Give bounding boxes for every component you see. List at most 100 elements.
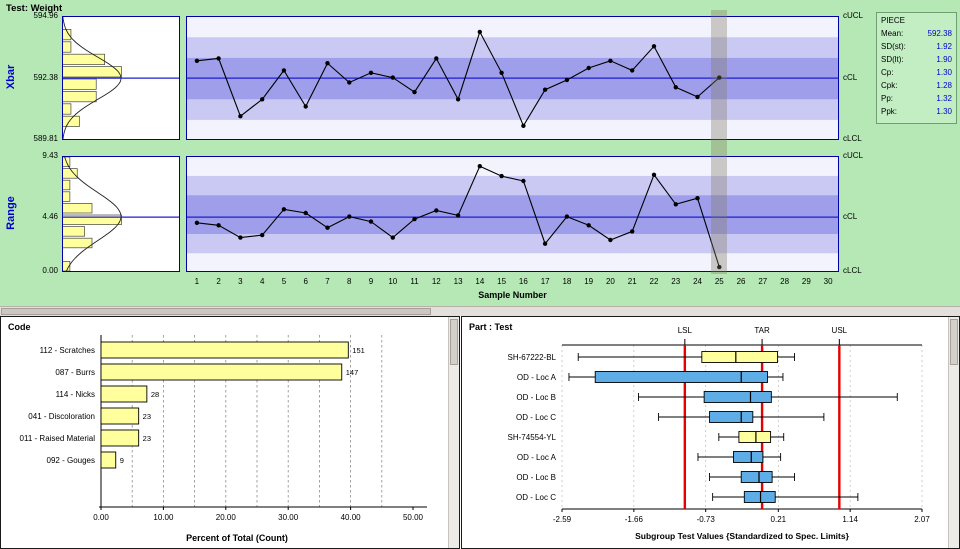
data-point[interactable] xyxy=(194,58,200,63)
pareto-bar[interactable] xyxy=(100,363,343,381)
data-point[interactable] xyxy=(434,56,439,61)
sample-tick: 27 xyxy=(758,277,768,286)
data-point[interactable] xyxy=(260,232,265,238)
data-point[interactable] xyxy=(347,214,352,219)
sample-tick: 17 xyxy=(540,277,550,286)
pareto-bar[interactable] xyxy=(100,407,140,425)
box[interactable] xyxy=(701,351,778,363)
data-point[interactable] xyxy=(673,85,678,90)
chart-text: LSL xyxy=(678,326,693,335)
range-cl-value: 4.46 xyxy=(42,212,58,221)
horizontal-scrollbar-thumb[interactable] xyxy=(1,308,431,315)
data-point[interactable] xyxy=(368,70,374,75)
pareto-vertical-scrollbar[interactable] xyxy=(448,317,459,548)
horizontal-scrollbar[interactable] xyxy=(0,306,960,316)
box[interactable] xyxy=(703,391,772,403)
data-point[interactable] xyxy=(325,61,330,66)
data-point[interactable] xyxy=(608,237,613,243)
data-point[interactable] xyxy=(281,207,287,212)
data-point[interactable] xyxy=(216,223,221,228)
data-point[interactable] xyxy=(521,123,526,128)
boxplot-title: Part : Test xyxy=(469,322,513,332)
selected-sample-highlight[interactable] xyxy=(711,10,728,274)
histogram-bar xyxy=(62,103,72,115)
sample-tick: 9 xyxy=(368,277,374,286)
zone-band xyxy=(186,98,839,120)
data-point[interactable] xyxy=(347,80,352,85)
data-point[interactable] xyxy=(717,75,722,80)
data-point[interactable] xyxy=(477,164,482,169)
data-point[interactable] xyxy=(499,70,504,75)
range-control-chart[interactable] xyxy=(186,156,839,272)
box[interactable] xyxy=(709,411,754,423)
data-point[interactable] xyxy=(281,68,287,73)
boxplot-chart[interactable]: -2.59 -1.66 -0.73 0.21 1.14 2.07 LSL TAR USL SH-6… xyxy=(462,317,948,546)
data-point[interactable] xyxy=(412,216,417,222)
sample-tick: 19 xyxy=(584,277,594,286)
data-point[interactable] xyxy=(216,56,221,61)
histogram-bar xyxy=(62,53,105,65)
stat-value: 1.92 xyxy=(936,42,952,51)
stat-row: Ppk: 1.30 xyxy=(881,105,952,118)
scrollbar-thumb[interactable] xyxy=(450,319,458,365)
data-point[interactable] xyxy=(630,229,635,234)
data-point[interactable] xyxy=(608,58,613,63)
pareto-bar[interactable] xyxy=(100,429,140,447)
box[interactable] xyxy=(743,491,776,503)
histogram-bar xyxy=(62,214,122,225)
data-point[interactable] xyxy=(303,210,308,216)
data-point[interactable] xyxy=(586,65,591,71)
data-point[interactable] xyxy=(194,220,200,225)
data-point[interactable] xyxy=(542,87,548,92)
data-point[interactable] xyxy=(434,208,439,213)
data-point[interactable] xyxy=(368,219,374,224)
box[interactable] xyxy=(594,371,768,383)
data-point[interactable] xyxy=(695,94,700,100)
data-point[interactable] xyxy=(477,29,482,35)
data-point[interactable] xyxy=(542,241,548,246)
xbar-control-chart[interactable] xyxy=(186,16,839,140)
data-point[interactable] xyxy=(564,214,570,219)
data-point[interactable] xyxy=(651,172,657,177)
xbar-cucl-label: cUCL xyxy=(843,11,864,20)
pareto-chart[interactable]: 0.00 10.00 20.00 30.00 40.00 50.00 151 112 - Sc… xyxy=(1,317,448,546)
stat-label: SD(st): xyxy=(881,42,906,51)
data-point[interactable] xyxy=(238,235,243,240)
range-ucl-value: 9.43 xyxy=(42,151,58,160)
data-point[interactable] xyxy=(238,114,243,119)
data-point[interactable] xyxy=(673,202,678,207)
data-point[interactable] xyxy=(390,235,395,240)
chart-text: OD - Loc B xyxy=(516,393,556,402)
data-point[interactable] xyxy=(325,225,330,230)
box[interactable] xyxy=(733,451,764,463)
chart-text: 20.00 xyxy=(216,513,237,522)
data-point[interactable] xyxy=(521,178,526,184)
data-point[interactable] xyxy=(412,89,417,95)
data-point[interactable] xyxy=(695,196,700,201)
stat-value: 592.38 xyxy=(927,29,952,38)
data-point[interactable] xyxy=(717,264,722,270)
chart-text: 10.00 xyxy=(153,513,174,522)
data-point[interactable] xyxy=(455,213,461,218)
data-point[interactable] xyxy=(564,77,570,83)
box[interactable] xyxy=(740,471,773,483)
scrollbar-thumb[interactable] xyxy=(950,319,958,365)
data-point[interactable] xyxy=(499,173,504,179)
zone-band xyxy=(186,119,839,140)
data-point[interactable] xyxy=(586,223,591,228)
chart-text: 50.00 xyxy=(403,513,424,522)
data-point[interactable] xyxy=(390,75,395,80)
pareto-bar[interactable] xyxy=(100,385,148,403)
data-point[interactable] xyxy=(630,68,635,73)
data-point[interactable] xyxy=(260,97,265,102)
data-point[interactable] xyxy=(303,104,308,109)
box[interactable] xyxy=(738,431,772,443)
pareto-bar[interactable] xyxy=(100,451,117,469)
data-point[interactable] xyxy=(455,97,461,102)
boxplot-vertical-scrollbar[interactable] xyxy=(948,317,959,548)
pareto-bar[interactable] xyxy=(100,341,349,359)
data-point[interactable] xyxy=(651,44,657,49)
pareto-panel: 0.00 10.00 20.00 30.00 40.00 50.00 151 112 - Sc… xyxy=(0,316,460,549)
histogram-bar xyxy=(62,41,72,53)
